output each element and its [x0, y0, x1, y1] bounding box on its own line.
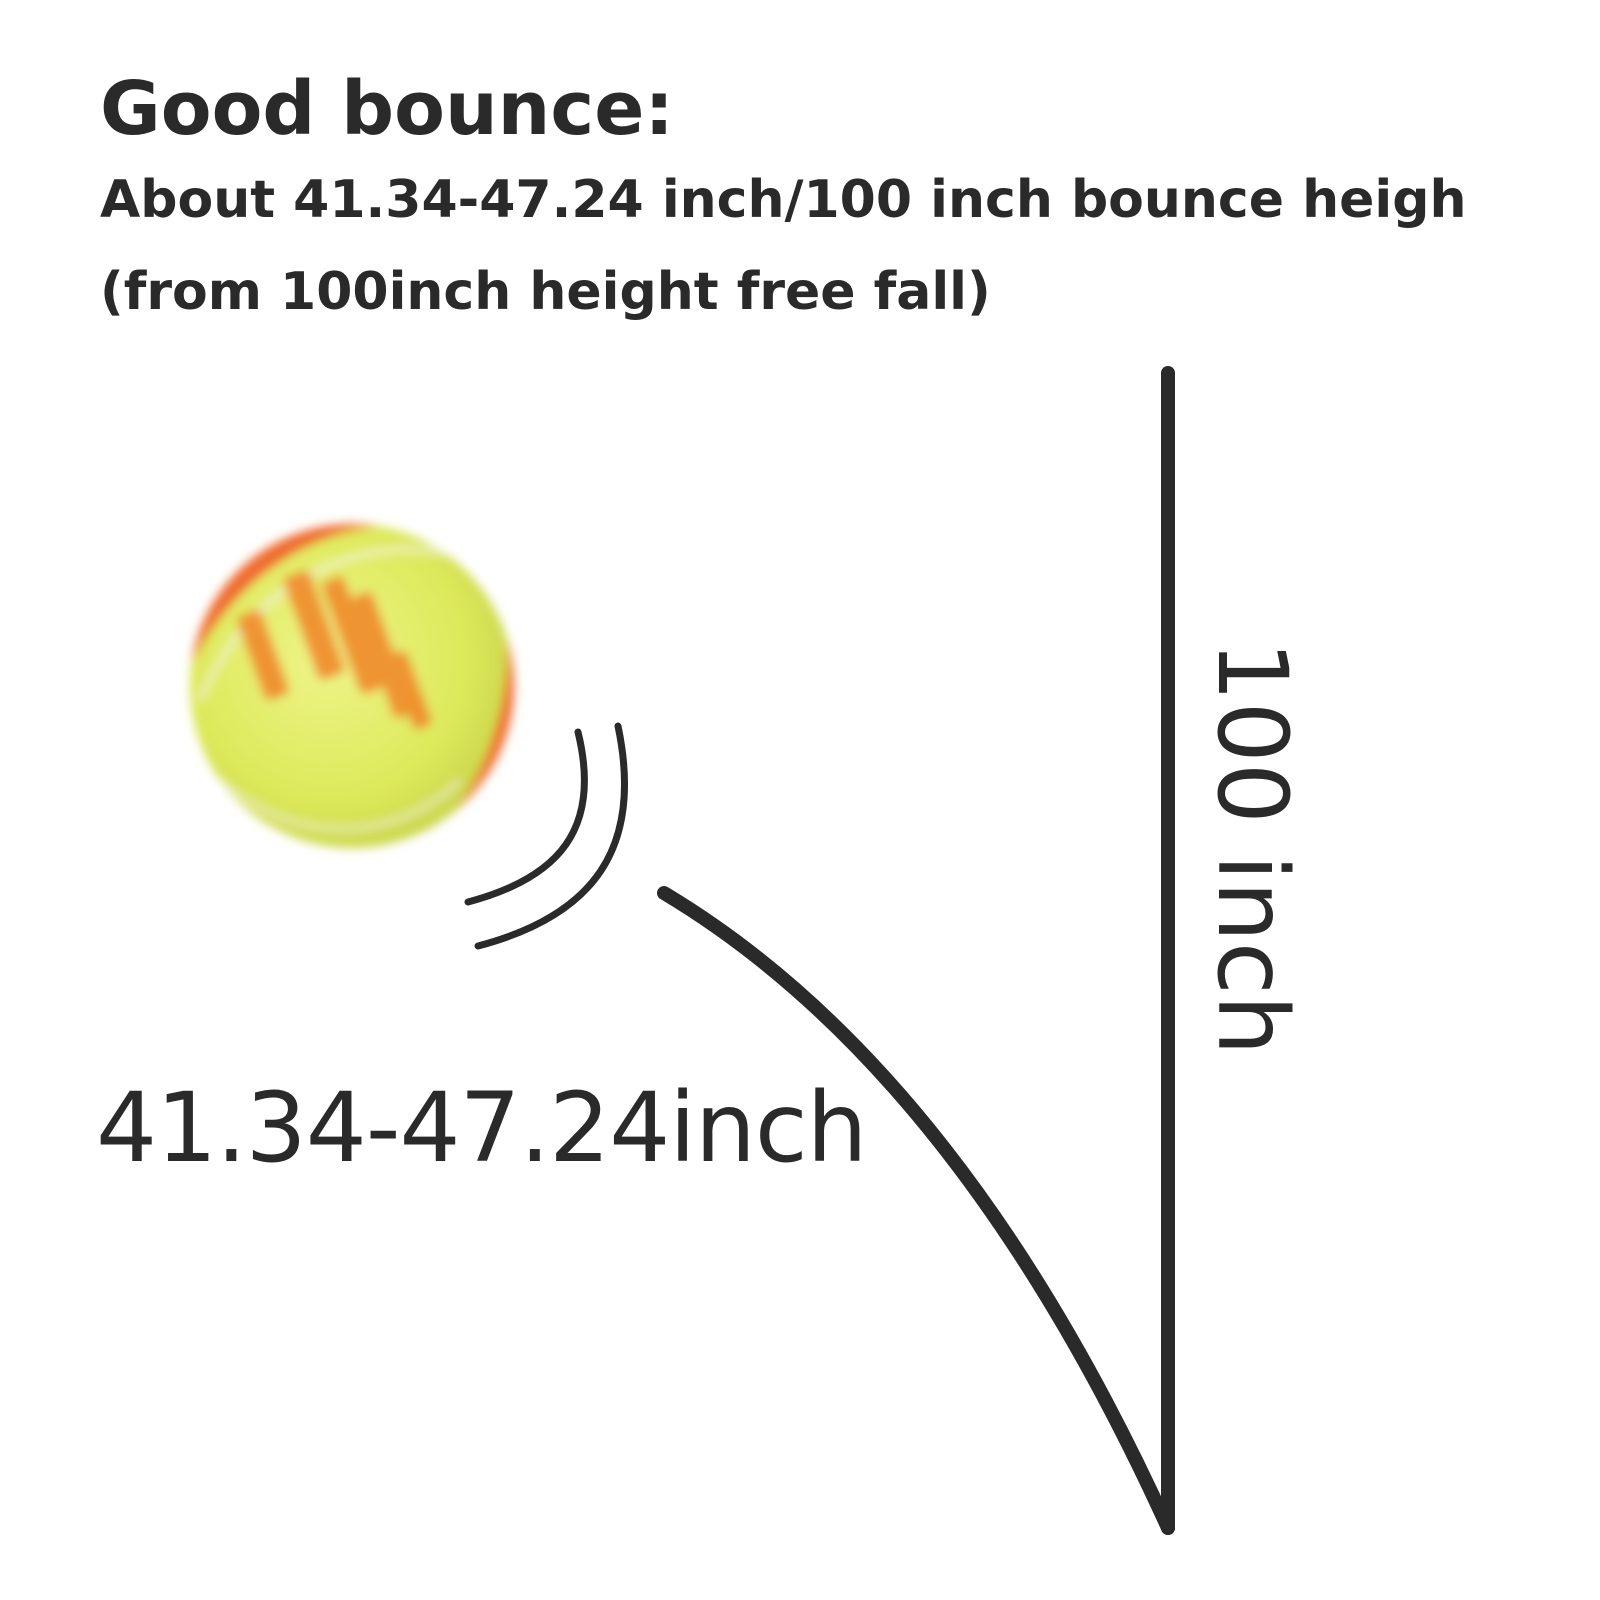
tennis-ball-icon — [190, 524, 514, 848]
motion-lines-icon — [464, 722, 629, 950]
drop-condition: (from 100inch height free fall) — [100, 262, 991, 322]
bounce-trajectory-line — [657, 886, 1175, 1535]
bounce-description: About 41.34-47.24 inch/100 inch bounce h… — [100, 170, 1467, 230]
page-title: Good bounce: — [100, 66, 674, 152]
drop-height-label: 100 inch — [1196, 640, 1308, 1056]
bounce-height-label: 41.34-47.24inch — [96, 1072, 867, 1184]
